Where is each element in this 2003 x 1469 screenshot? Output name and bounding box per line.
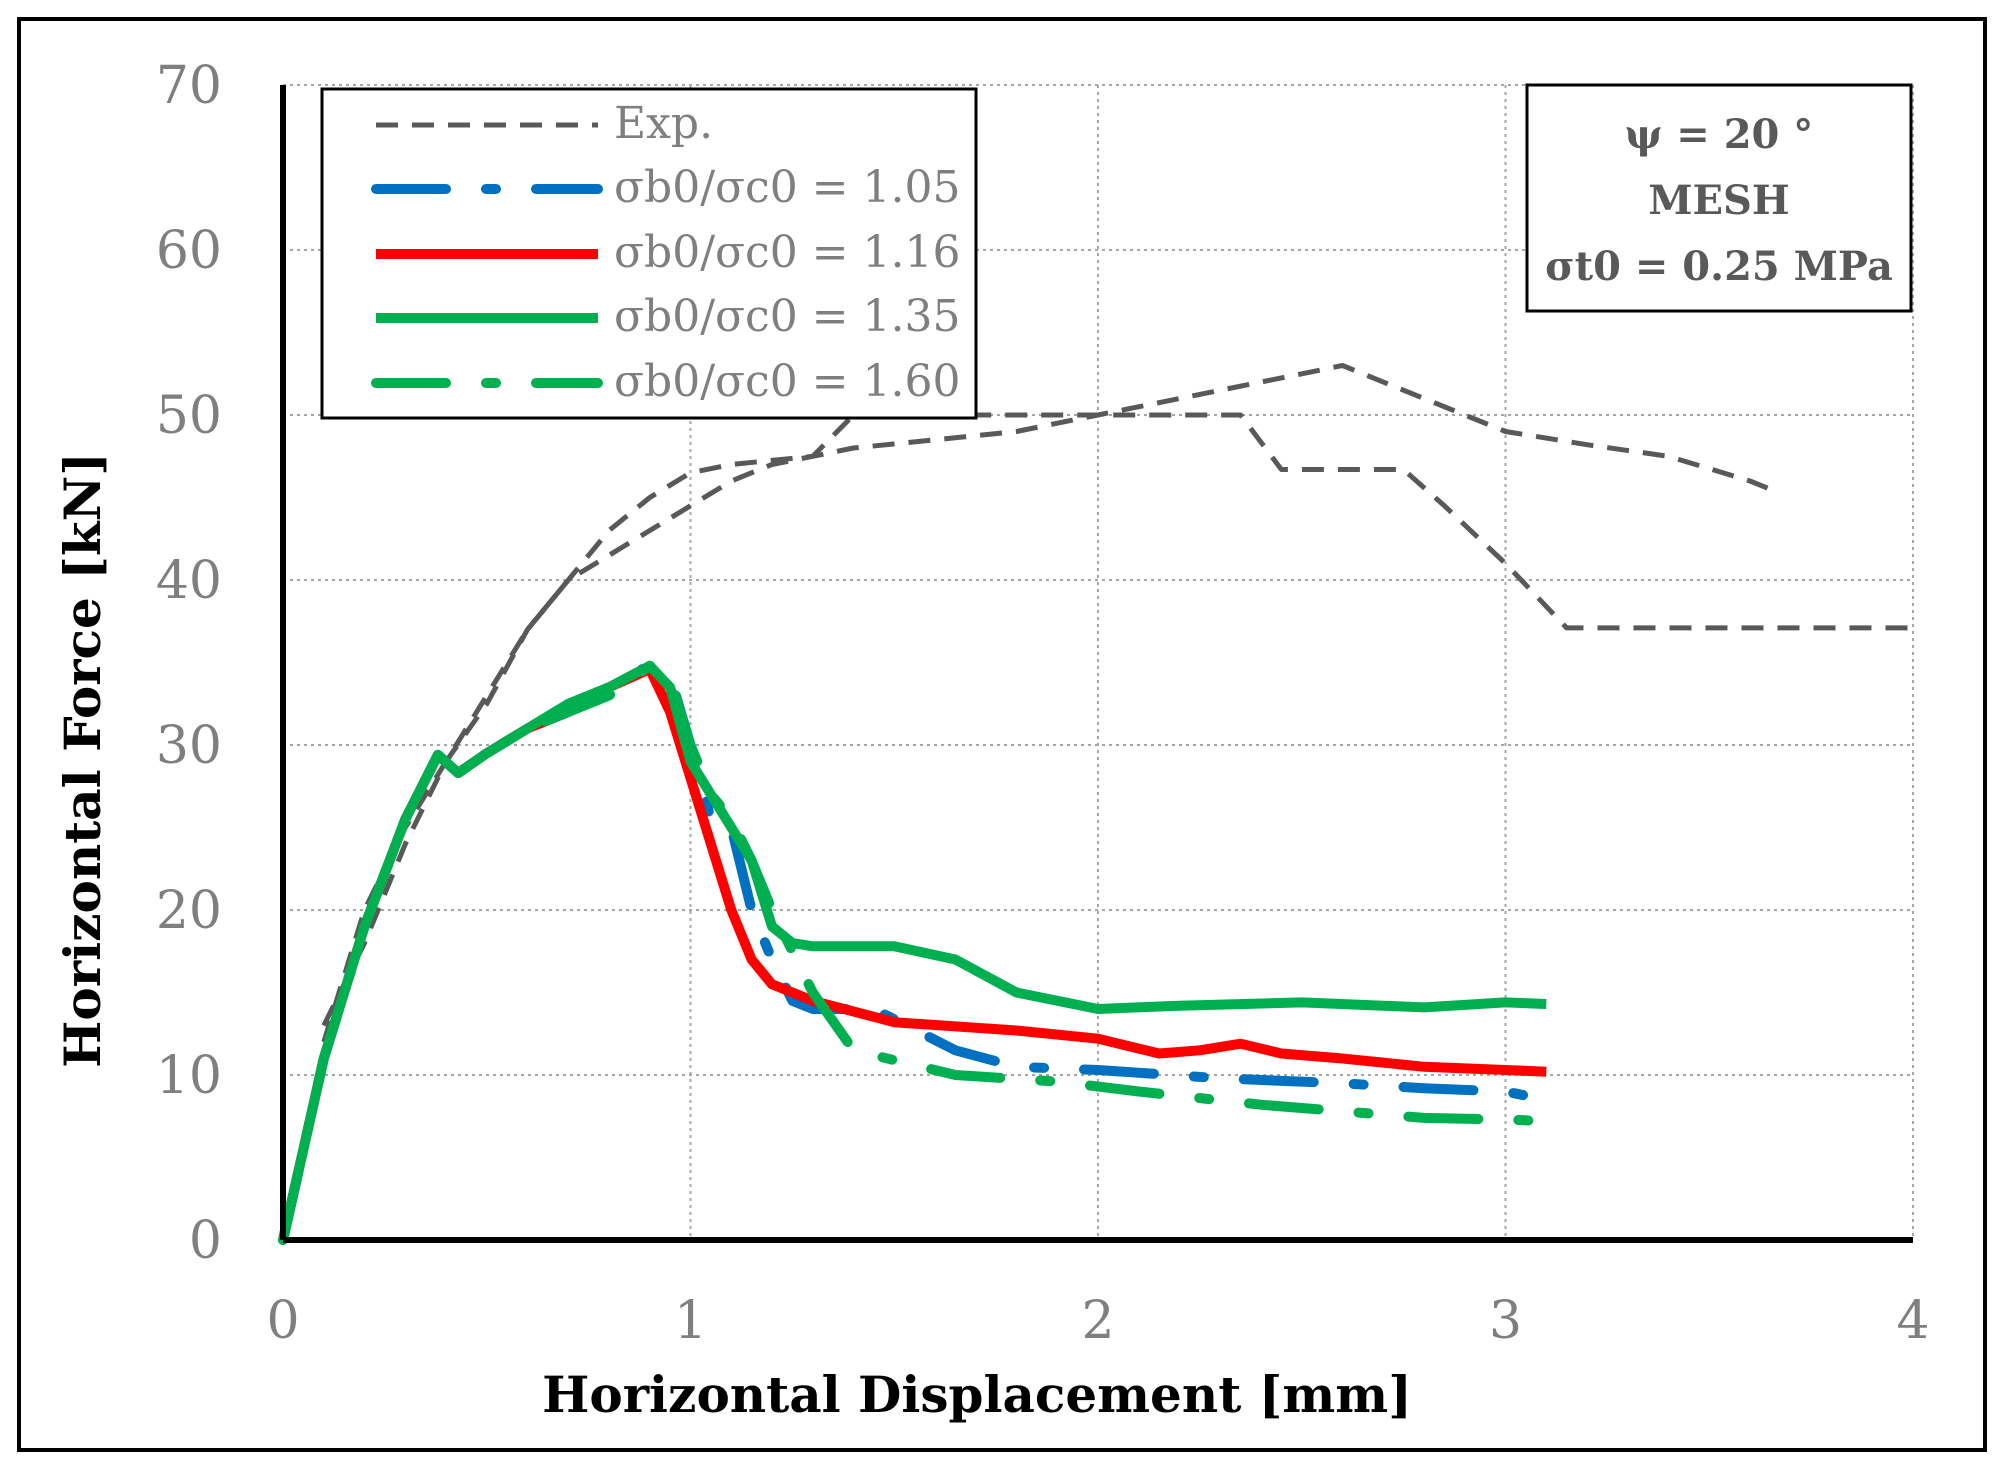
- y-tick-label: 50: [156, 386, 222, 446]
- x-tick-label: 3: [1489, 1291, 1522, 1351]
- x-tick-label: 4: [1896, 1291, 1929, 1351]
- series-layer: [278, 363, 1913, 1245]
- legend-label-160: σb0/σc0 = 1.60: [614, 356, 961, 407]
- series-line-1: [321, 412, 1913, 1027]
- tick-labels: 0 10 20 30 40 50 60 70 0 1 2 3 4: [156, 56, 1930, 1351]
- x-tick-label: 0: [266, 1291, 299, 1351]
- y-axis-title: Horizontal Force [kN]: [53, 452, 112, 1068]
- series-line-0: [321, 363, 1772, 1043]
- y-tick-label: 60: [156, 221, 222, 281]
- annotation-psi: ψ = 20 °: [1625, 111, 1814, 158]
- x-axis-title: Horizontal Displacement [mm]: [542, 1365, 1412, 1424]
- y-tick-label: 10: [156, 1046, 222, 1106]
- y-tick-label: 0: [189, 1211, 222, 1271]
- x-tick-label: 1: [674, 1291, 707, 1351]
- y-tick-label: 40: [156, 551, 222, 611]
- legend-label-exp: Exp.: [614, 98, 713, 149]
- x-tick-label: 2: [1081, 1291, 1114, 1351]
- y-tick-label: 70: [156, 56, 222, 116]
- annotation-sigma-t0: σt0 = 0.25 MPa: [1545, 243, 1893, 290]
- legend-label-105: σb0/σc0 = 1.05: [614, 162, 961, 213]
- annotation-frame: [1525, 83, 1913, 313]
- annotation-box: ψ = 20 ° MESH σt0 = 0.25 MPa: [1525, 83, 1913, 313]
- legend-swatches: [371, 122, 603, 388]
- legend-label-116: σb0/σc0 = 1.16: [614, 227, 961, 278]
- legend: Exp. σb0/σc0 = 1.05 σb0/σc0 = 1.16 σb0/σ…: [320, 87, 978, 420]
- series-line-5: [278, 660, 1552, 1245]
- annotation-mesh: MESH: [1648, 177, 1789, 224]
- y-tick-label: 30: [156, 716, 222, 776]
- y-tick-label: 20: [156, 881, 222, 941]
- legend-label-135: σb0/σc0 = 1.35: [614, 291, 961, 342]
- axes: [280, 85, 1913, 1243]
